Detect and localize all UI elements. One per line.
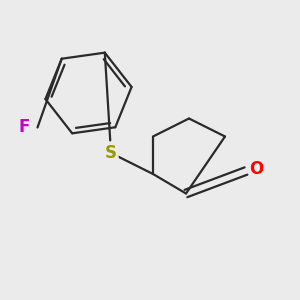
Text: S: S bbox=[105, 144, 117, 162]
Text: O: O bbox=[250, 160, 264, 178]
Text: F: F bbox=[19, 118, 30, 136]
